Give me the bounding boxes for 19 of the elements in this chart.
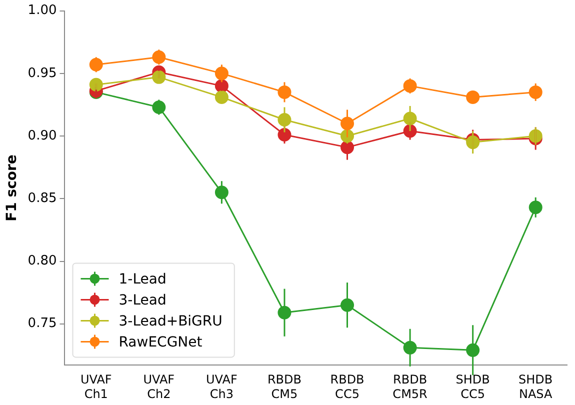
- x-tick-label: RBDB CC5: [330, 372, 364, 401]
- legend-label: RawECGNet: [118, 334, 203, 350]
- x-tick-label: RBDB CM5R: [392, 372, 428, 401]
- y-tick-label: 0.75: [28, 316, 57, 332]
- y-tick-label: 0.90: [28, 128, 57, 144]
- legend-label: 1-Lead: [118, 271, 166, 288]
- x-tick-label: UVAF Ch1: [80, 372, 112, 401]
- legend-label: 3-Lead+BiGRU: [118, 313, 222, 330]
- y-tick-label: 0.85: [28, 191, 57, 206]
- x-tick-label: SHDB NASA: [518, 372, 554, 401]
- y-tick-label: 1.00: [28, 3, 57, 18]
- x-tick-label: RBDB CM5: [267, 372, 302, 401]
- x-tick-label: UVAF Ch2: [143, 372, 175, 401]
- x-tick-label: UVAF Ch3: [206, 372, 238, 401]
- x-tick-label: SHDB CC5: [456, 372, 490, 401]
- y-tick-label: 0.80: [28, 254, 57, 269]
- y-tick-label: 0.95: [28, 66, 57, 81]
- y-axis-title: F1 score: [4, 154, 20, 222]
- legend-label: 3-Lead: [118, 292, 166, 308]
